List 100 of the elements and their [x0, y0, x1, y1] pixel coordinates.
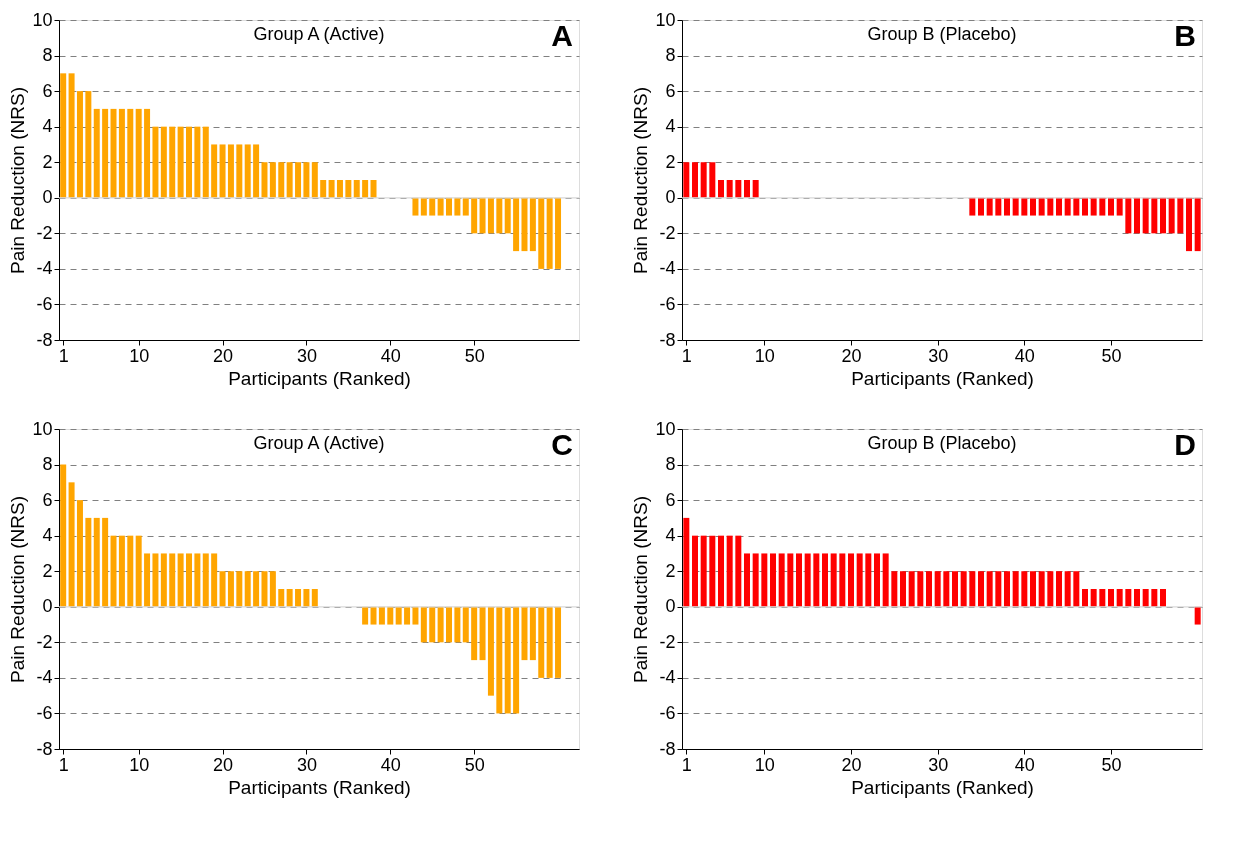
y-tick-label: 6: [42, 80, 53, 101]
bar: [437, 197, 444, 216]
bar: [960, 571, 967, 607]
bar: [1064, 571, 1071, 607]
bar: [1038, 571, 1045, 607]
bar: [102, 517, 109, 607]
bar: [1168, 197, 1175, 234]
x-tick-label: 30: [928, 345, 949, 366]
bar: [726, 180, 733, 198]
bar: [1194, 606, 1201, 625]
bar: [900, 571, 906, 607]
bar: [726, 535, 733, 607]
bar: [404, 606, 411, 625]
bar: [169, 126, 176, 198]
bar: [311, 162, 318, 198]
bar: [295, 589, 302, 607]
y-axis-title: Pain Reduction (NRS): [630, 87, 652, 274]
bar: [529, 197, 536, 252]
bar: [504, 606, 511, 714]
bar: [85, 517, 92, 607]
y-tick-label: -6: [659, 293, 676, 314]
bar: [253, 571, 260, 607]
bar: [546, 197, 553, 269]
bar: [1030, 197, 1036, 216]
bar: [978, 197, 984, 216]
bar: [227, 144, 234, 198]
bar: [1142, 589, 1149, 607]
x-tick-label: 1: [681, 345, 692, 366]
bar: [144, 553, 151, 607]
bar: [1194, 197, 1201, 252]
y-tick-label: 4: [42, 116, 53, 137]
bar: [952, 571, 958, 607]
bar: [1012, 197, 1019, 216]
bar: [487, 606, 494, 696]
bar: [278, 162, 285, 198]
bar: [496, 606, 503, 714]
chart-title: Group A (Active): [253, 24, 385, 44]
bar: [521, 606, 528, 661]
y-tick-label: 4: [42, 525, 53, 546]
bar: [969, 571, 976, 607]
bar: [202, 553, 209, 607]
bar: [303, 589, 310, 607]
y-tick-label: -4: [36, 258, 53, 279]
bar: [244, 144, 251, 198]
bar: [839, 553, 846, 607]
bar: [978, 571, 984, 607]
y-tick-label: 8: [42, 45, 53, 66]
bar: [362, 606, 369, 625]
bar: [1186, 197, 1192, 252]
bar: [1047, 571, 1054, 607]
bar: [1056, 197, 1062, 216]
bar: [718, 180, 724, 198]
bar: [320, 180, 327, 198]
y-tick-label: -6: [36, 702, 53, 723]
y-tick-label: 4: [665, 525, 676, 546]
y-tick-label: 6: [665, 80, 676, 101]
bar: [891, 571, 898, 607]
bar: [177, 126, 184, 198]
annotation: A: [551, 19, 573, 52]
bar: [102, 108, 109, 198]
bar: [1142, 197, 1149, 234]
bar: [412, 606, 419, 625]
bar: [882, 553, 889, 607]
bar: [370, 180, 377, 198]
bar: [261, 162, 268, 198]
bar: [446, 606, 452, 643]
bar: [429, 197, 436, 216]
bar: [1160, 589, 1166, 607]
bar: [1047, 197, 1054, 216]
x-tick-label: 50: [1101, 345, 1122, 366]
bar: [1073, 197, 1080, 216]
bar: [362, 180, 369, 198]
bar: [692, 162, 698, 198]
bar: [202, 126, 209, 198]
bar: [538, 197, 545, 269]
x-tick-label: 1: [58, 754, 69, 775]
bar: [1021, 571, 1028, 607]
bar: [496, 197, 503, 234]
y-tick-label: -4: [659, 667, 676, 688]
x-tick-label: 40: [1014, 345, 1035, 366]
bar: [462, 197, 469, 216]
bar: [85, 91, 92, 198]
x-tick-label: 20: [841, 345, 862, 366]
bar: [856, 553, 863, 607]
y-tick-label: -8: [36, 329, 53, 350]
bar: [1116, 197, 1123, 216]
bar: [521, 197, 528, 252]
bar: [1038, 197, 1045, 216]
bar: [1177, 197, 1184, 234]
y-tick-label: -4: [36, 667, 53, 688]
bar: [437, 606, 444, 643]
bar: [555, 606, 562, 678]
y-tick-label: -6: [36, 293, 53, 314]
bar: [1004, 197, 1010, 216]
bar: [709, 535, 716, 607]
x-tick-label: 10: [754, 754, 775, 775]
bar: [152, 553, 159, 607]
bar: [1090, 197, 1097, 216]
y-tick-label: 0: [665, 596, 676, 617]
bar: [412, 197, 419, 216]
